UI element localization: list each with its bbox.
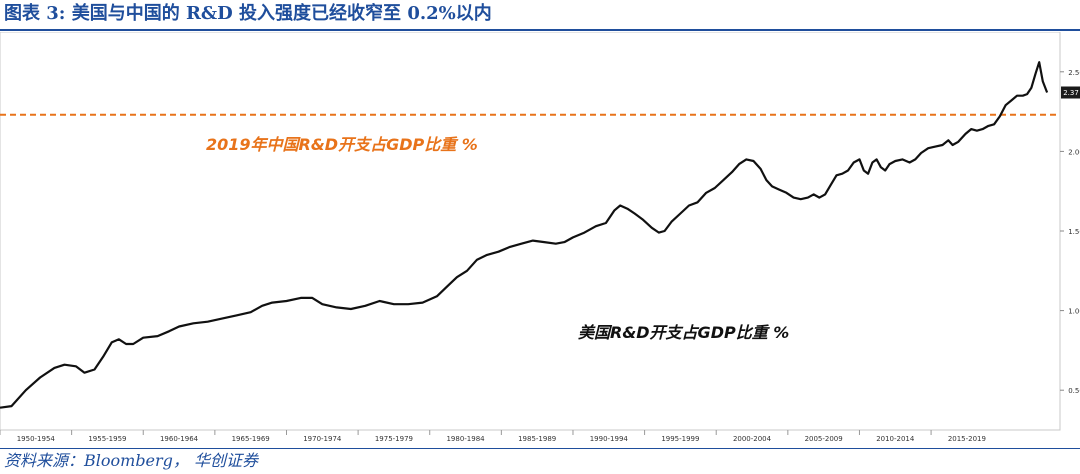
x-tick-label: 1965-1969 — [232, 435, 270, 443]
y-tick-label: 0.50 — [1068, 387, 1080, 395]
y-tick-label: 1.00 — [1068, 308, 1080, 316]
x-tick-label: 2005-2009 — [805, 435, 843, 443]
china-annotation: 2019年中国R&D开支占GDP比重 % — [206, 135, 478, 154]
us-annotation: 美国R&D开支占GDP比重 % — [578, 323, 789, 342]
y-axis: 0.50 1.00 1.50 2.00 2.50 — [1060, 69, 1080, 395]
x-tick-label: 1970-1974 — [303, 435, 342, 443]
last-value-box — [1061, 86, 1080, 99]
x-axis: 1950-1954 1955-1959 1960-1964 1965-1969 1970… — [0, 430, 986, 443]
x-tick-label: 1955-1959 — [88, 435, 126, 443]
x-tick-label: 2000-2004 — [733, 435, 772, 443]
x-tick-label: 1995-1999 — [661, 435, 699, 443]
y-tick-label: 1.50 — [1068, 228, 1080, 236]
chart-title: 图表 3: 美国与中国的 R&D 投入强度已经收窄至 0.2%以内 — [4, 3, 492, 24]
x-tick-label: 2010-2014 — [876, 435, 915, 443]
y-tick-label: 2.50 — [1068, 69, 1080, 77]
x-tick-label: 1980-1984 — [446, 435, 485, 443]
source-note: 资料来源：Bloomberg， 华创证券 — [4, 451, 259, 470]
x-tick-label: 1985-1989 — [518, 435, 556, 443]
footer-divider — [0, 448, 1080, 449]
x-tick-label: 2015-2019 — [948, 435, 986, 443]
plot-area — [0, 32, 1061, 431]
last-value-label: 2.37 — [1063, 89, 1079, 97]
x-tick-label: 1975-1979 — [375, 435, 413, 443]
y-tick-label: 2.00 — [1068, 148, 1080, 156]
x-tick-label: 1990-1994 — [590, 435, 629, 443]
last-value-marker: 2.37 — [1061, 86, 1080, 99]
x-tick-label: 1950-1954 — [17, 435, 56, 443]
us-rd-series-line — [0, 61, 1049, 409]
x-tick-label: 1960-1964 — [160, 435, 199, 443]
title-divider — [0, 29, 1080, 31]
line-chart: 1950-1954 1955-1959 1960-1964 1965-1969 1970… — [0, 32, 1080, 443]
